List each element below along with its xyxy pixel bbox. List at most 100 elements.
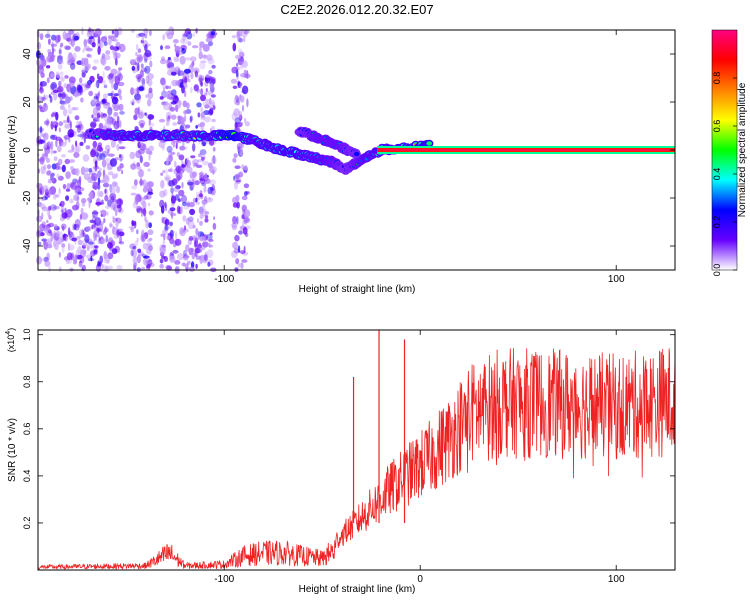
noise-speck [146,265,151,271]
noise-speck [232,157,237,163]
snr-scale-exponent: 4 [5,331,12,335]
noise-speck [87,176,93,184]
noise-speck [77,190,82,195]
noise-speck [113,120,120,130]
noise-speck [137,169,145,178]
noise-speck [72,52,77,61]
noise-speck [194,162,198,167]
noise-speck [136,208,140,213]
noise-speck [134,62,138,66]
noise-speck [91,114,94,119]
noise-speck [169,236,175,245]
snr-axes: 0.2 0.4 0.6 0.8 1.0 -100 0 100 [22,328,675,585]
noise-speck [166,265,173,271]
noise-speck [96,73,100,80]
noise-speck [85,145,91,150]
noise-speck [59,71,64,76]
noise-speck [57,93,62,98]
noise-speck [88,90,94,97]
noise-speck [57,175,64,181]
noise-speck [171,101,177,105]
noise-speck [91,42,96,48]
noise-speck [69,82,75,88]
noise-speck [73,194,80,201]
noise-speck [46,231,54,237]
noise-speck [94,245,98,253]
noise-speck [105,234,109,243]
noise-speck [101,56,107,66]
noise-speck [146,98,152,107]
noise-speck [173,186,180,193]
noise-speck [161,79,167,89]
noise-speck [103,259,110,264]
noise-speck [53,193,57,200]
noise-speck [121,169,124,175]
noise-speck [94,166,98,172]
noise-speck [76,121,80,125]
noise-speck [70,165,74,171]
noise-speck [165,264,171,270]
noise-speck [56,173,60,179]
noise-speck [110,68,118,76]
noise-speck [171,178,178,186]
noise-speck [94,172,101,177]
noise-speck [107,199,112,207]
noise-speck [211,125,215,131]
noise-speck [146,247,152,255]
spectrogram-y-tick-label: 0 [22,147,33,153]
noise-speck [192,197,197,203]
noise-speck [40,72,45,78]
noise-speck [46,219,49,224]
noise-speck [75,124,81,129]
noise-speck [181,181,184,189]
noise-speck [98,91,100,97]
noise-speck [133,114,138,121]
noise-speck [147,243,153,247]
noise-speck [103,250,108,260]
noise-speck [148,186,152,192]
noise-speck [168,85,172,90]
noise-speck [235,258,240,265]
noise-speck [97,170,102,178]
noise-speck [87,37,92,45]
noise-speck [197,246,203,253]
noise-speck [104,195,109,202]
noise-speck [147,73,154,80]
spectrogram-y-tick-label: 20 [22,96,33,108]
noise-speck [90,121,97,129]
noise-speck [170,230,175,235]
noise-speck [59,105,65,110]
noise-speck [40,81,47,87]
noise-speck [107,35,113,39]
noise-speck [96,112,101,119]
colorbar-tick-label: 0.8 [712,72,722,85]
noise-speck [93,249,98,254]
noise-speck [181,164,187,168]
noise-speck [96,145,103,152]
noise-speck [166,32,174,40]
noise-speck [189,208,196,216]
noise-speck [53,91,58,101]
noise-speck [79,233,83,239]
noise-speck [102,125,107,130]
noise-speck [199,41,205,48]
noise-speck [236,172,241,180]
snr-x-tick-label: -100 [214,574,234,585]
noise-speck [139,122,145,129]
noise-speck [230,78,238,84]
noise-speck [178,120,185,125]
noise-speck [81,69,86,73]
noise-speck [117,88,122,96]
noise-speck [139,177,143,187]
noise-speck [38,258,45,262]
noise-speck [68,76,76,84]
noise-speck [183,68,191,74]
noise-speck [117,199,120,205]
snr-scale-close: ) [6,328,16,331]
noise-speck [170,71,177,76]
noise-speck [109,185,116,195]
noise-speck [117,217,122,224]
noise-speck [50,114,54,118]
noise-speck [103,218,106,223]
noise-speck [138,32,146,37]
